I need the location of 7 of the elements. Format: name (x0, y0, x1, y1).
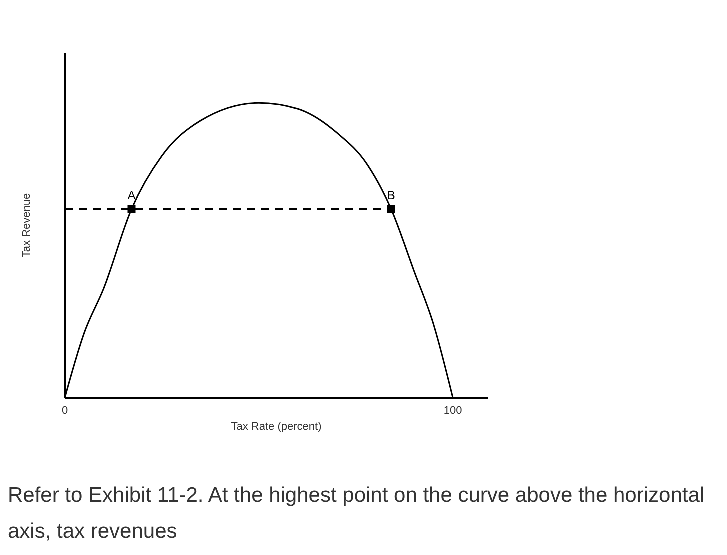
annotation: A (128, 188, 136, 202)
annotation: B (387, 188, 396, 202)
x-tick-label: 0 (62, 404, 68, 417)
x-tick-label: 100 (444, 404, 462, 417)
text: Refer to Exhibit 11-2. At the highest point on the curve above the horizontal axis, tax revenues (8, 483, 706, 545)
x-axis-title: Tax Rate (percent) (231, 421, 322, 433)
y-axis-title: Tax Revenue (20, 193, 33, 258)
